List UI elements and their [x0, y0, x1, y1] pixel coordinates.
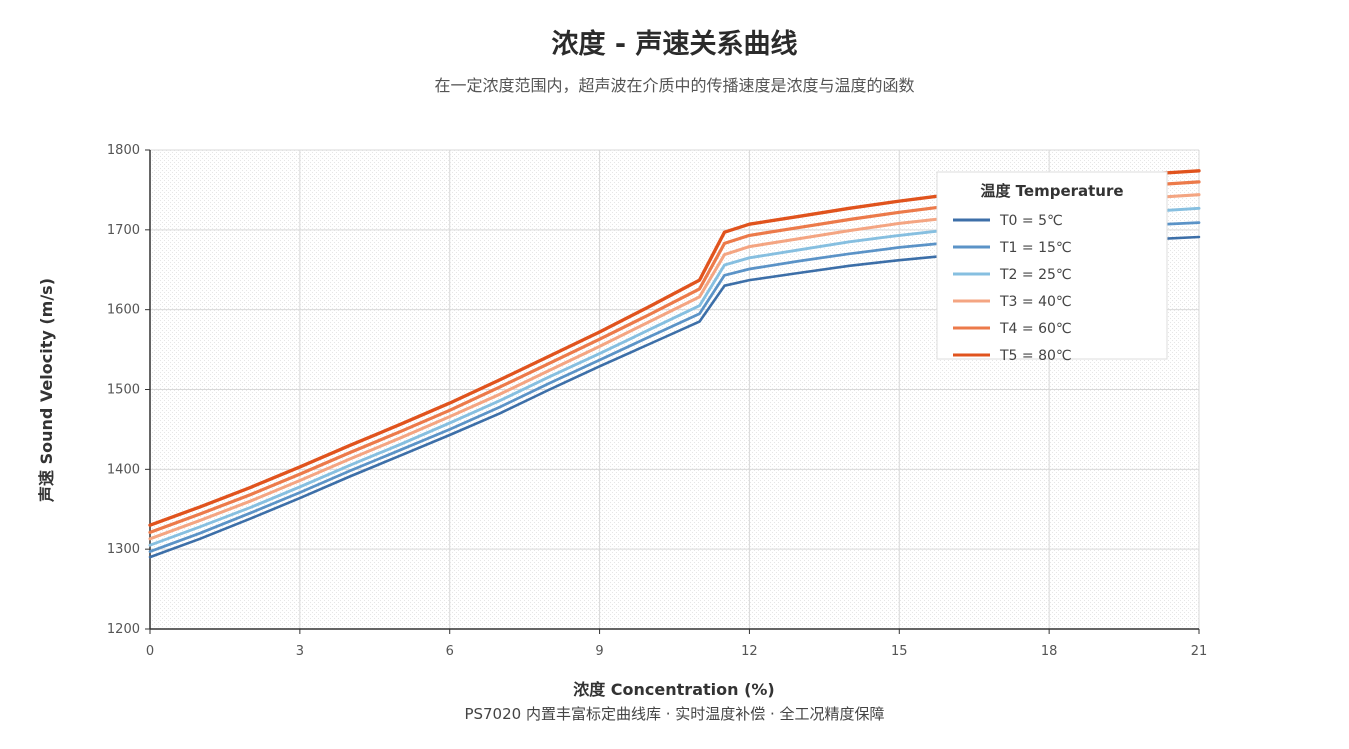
x-tick-label: 0: [146, 644, 154, 659]
x-tick-label: 3: [296, 644, 304, 659]
y-tick-label: 1800: [107, 143, 140, 158]
x-tick-label: 9: [595, 644, 603, 659]
chart-title: 浓度 - 声速关系曲线: [551, 29, 798, 60]
legend-label: T3 = 40℃: [999, 294, 1072, 310]
legend-title: 温度 Temperature: [980, 182, 1123, 200]
legend-label: T1 = 15℃: [999, 240, 1072, 256]
y-tick-label: 1200: [107, 622, 140, 637]
legend-label: T4 = 60℃: [999, 321, 1072, 337]
x-tick-label: 12: [741, 644, 758, 659]
footer-note: PS7020 内置丰富标定曲线库 · 实时温度补偿 · 全工况精度保障: [464, 705, 885, 723]
x-tick-label: 6: [446, 644, 454, 659]
tick-labels: 0 3 6 9 12 15 18 21 1200 1300 1400 1500 1600 1700 1800: [107, 143, 1207, 659]
y-tick-label: 1400: [107, 462, 140, 477]
x-axis-title: 浓度 Concentration (%): [573, 680, 775, 699]
x-tick-label: 21: [1191, 644, 1208, 659]
chart-subtitle: 在一定浓度范围内，超声波在介质中的传播速度是浓度与温度的函数: [434, 76, 915, 95]
legend-items: T0 = 5℃ T1 = 15℃ T2 = 25℃ T3 = 40℃ T4 = 60℃ T…: [953, 213, 1072, 364]
y-tick-label: 1700: [107, 223, 140, 238]
y-tick-label: 1500: [107, 383, 140, 398]
x-tick-label: 18: [1041, 644, 1058, 659]
y-tick-label: 1600: [107, 303, 140, 318]
legend-label: T5 = 80℃: [999, 348, 1072, 364]
x-tick-label: 15: [891, 644, 908, 659]
axes: [145, 149, 1200, 634]
legend: 温度 Temperature T0 = 5℃ T1 = 15℃ T2 = 25℃ T3…: [936, 171, 1168, 364]
y-axis-title: 声速 Sound Velocity (m/s): [37, 278, 56, 503]
y-tick-label: 1300: [107, 542, 140, 557]
legend-label: T2 = 25℃: [999, 267, 1072, 283]
legend-label: T0 = 5℃: [999, 213, 1063, 229]
